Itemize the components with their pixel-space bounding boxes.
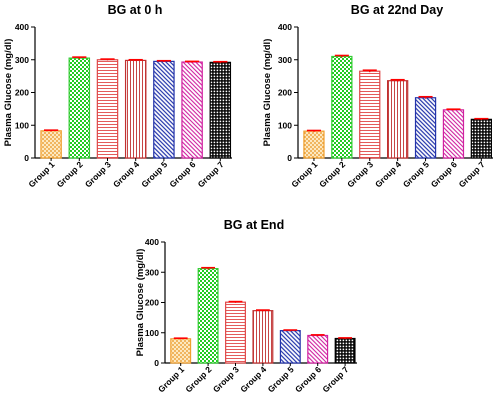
x-tick-label: Group 5: [401, 159, 431, 189]
x-tick-label: Group 4: [373, 159, 403, 189]
chart-title: BG at End: [224, 218, 284, 232]
bar-group-5: [414, 97, 437, 159]
x-tick-label: Group 6: [293, 364, 323, 394]
x-tick-label: Group 1: [26, 159, 56, 189]
y-tick-label: 0: [24, 153, 29, 163]
bar-group-3: [225, 301, 246, 364]
x-tick-label: Group 2: [183, 364, 213, 394]
x-tick-label: Group 7: [196, 159, 226, 189]
x-tick-label: Group 5: [139, 159, 169, 189]
bar-group-7: [209, 61, 232, 159]
y-tick-label: 100: [278, 120, 292, 130]
y-tick-label: 400: [15, 22, 29, 32]
x-tick-label: Group 1: [156, 364, 186, 394]
x-tick-label: Group 3: [345, 159, 375, 189]
x-tick-label: Group 3: [83, 159, 113, 189]
bar-group-1: [303, 130, 325, 159]
bar-group-2: [331, 55, 353, 159]
bar-group-6: [307, 334, 329, 364]
bar-group-3: [359, 70, 381, 159]
y-axis-label: Plasma Glucose (mg/dl): [3, 39, 14, 147]
y-tick-label: 100: [145, 328, 159, 338]
y-tick-label: 300: [278, 55, 292, 65]
x-tick-label: Group 6: [167, 159, 197, 189]
chart-title: BG at 22nd Day: [351, 3, 443, 17]
x-tick-label: Group 4: [111, 159, 141, 189]
chart-3: BG at End Plasma Glucose (mg/dl) 0 100 200 30…: [135, 218, 357, 394]
x-tick-label: Group 7: [320, 364, 350, 394]
x-tick-label: Group 4: [238, 364, 268, 394]
bar-group-1: [170, 338, 192, 364]
bar-group-5: [153, 60, 175, 159]
bar-group-4: [124, 59, 147, 159]
y-tick-label: 300: [15, 55, 29, 65]
y-tick-label: 200: [15, 88, 29, 98]
x-tick-label: Group 2: [55, 159, 85, 189]
bar-group-3: [96, 59, 119, 159]
x-tick-label: Group 3: [211, 364, 241, 394]
y-tick-label: 0: [154, 358, 159, 368]
x-tick-label: Group 5: [266, 364, 296, 394]
bar-group-7: [470, 118, 492, 159]
chart-2: BG at 22nd Day Plasma Glucose (mg/dl) 0 100…: [262, 3, 493, 189]
y-tick-label: 100: [15, 120, 29, 130]
chart-title: BG at 0 h: [108, 3, 163, 17]
bar-group-7: [334, 337, 356, 364]
y-tick-label: 300: [145, 267, 159, 277]
chart-1: BG at 0 h Plasma Glucose (mg/dl) 0 100 200 30…: [3, 3, 232, 189]
y-tick-label: 200: [145, 298, 159, 308]
bar-group-6: [181, 61, 203, 159]
bar-group-6: [442, 109, 465, 159]
bar-group-2: [197, 268, 219, 364]
bar-group-4: [387, 80, 409, 159]
x-tick-label: Group 1: [289, 159, 319, 189]
y-axis-label: Plasma Glucose (mg/dl): [262, 39, 273, 147]
x-tick-label: Group 2: [317, 159, 347, 189]
bar-group-4: [252, 310, 274, 364]
y-tick-label: 200: [278, 88, 292, 98]
x-tick-label: Group 6: [429, 159, 459, 189]
y-tick-label: 400: [278, 22, 292, 32]
bar-group-1: [40, 130, 62, 159]
x-tick-label: Group 7: [457, 159, 487, 189]
y-tick-label: 0: [287, 153, 292, 163]
bar-group-2: [68, 57, 91, 159]
y-tick-label: 400: [145, 237, 159, 247]
y-axis-label: Plasma Glucose (mg/dl): [135, 249, 146, 357]
bar-group-5: [279, 330, 301, 364]
